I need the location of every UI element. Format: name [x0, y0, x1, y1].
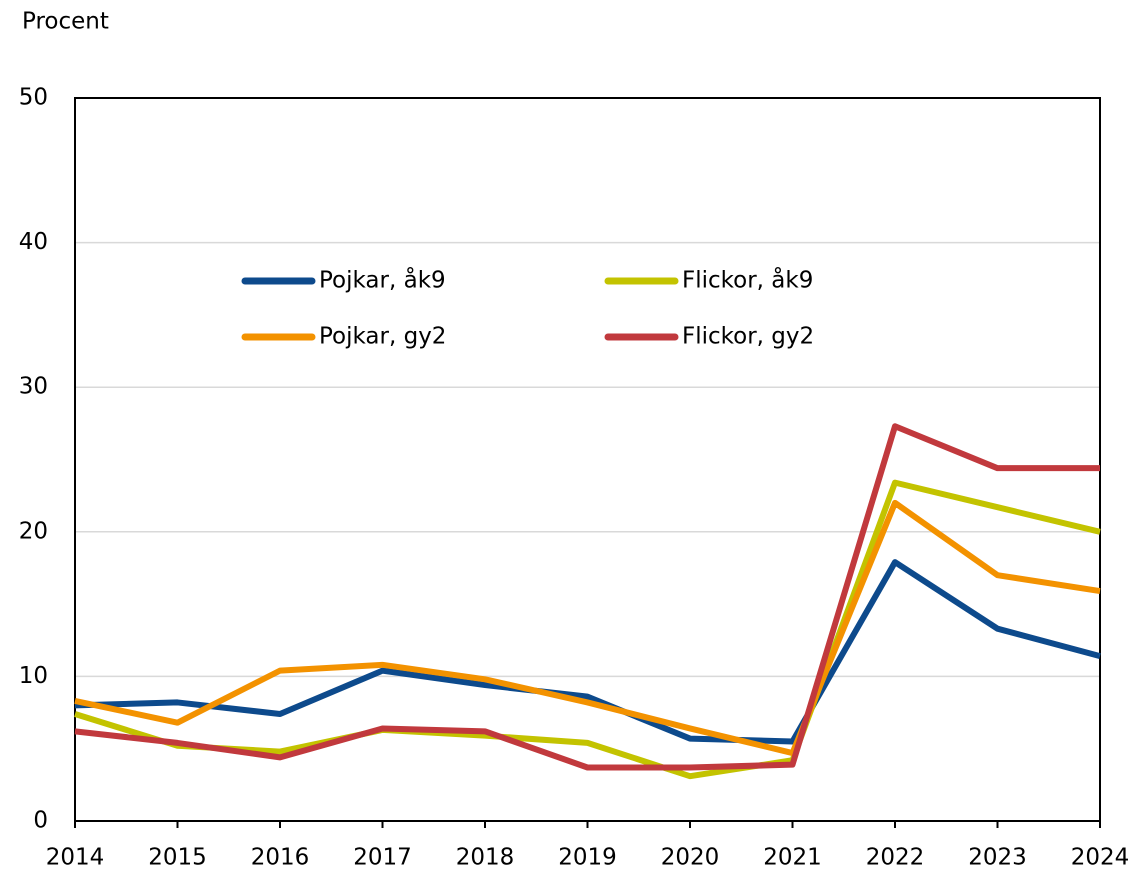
y-tick-label: 20	[19, 518, 48, 544]
legend-label: Flickor, åk9	[682, 266, 813, 294]
x-tick-label: 2018	[456, 845, 515, 871]
series-line	[74, 423, 1100, 771]
y-tick-label: 0	[33, 808, 48, 834]
x-tick-label: 2022	[866, 845, 925, 871]
x-tick-label: 2024	[1071, 845, 1130, 871]
x-tick-label: 2016	[251, 845, 310, 871]
series-line	[74, 479, 1101, 780]
series-line	[74, 499, 1101, 757]
y-tick-label: 50	[19, 85, 48, 111]
x-tick-label: 2015	[148, 845, 207, 871]
x-tick-label: 2020	[661, 845, 720, 871]
legend-label: Flickor, gy2	[682, 324, 814, 350]
legend-label: Pojkar, gy2	[319, 324, 446, 350]
plot-frame	[74, 97, 1101, 822]
x-tick-label: 2014	[46, 845, 105, 871]
x-tick-label: 2023	[968, 845, 1027, 871]
x-tick-label: 2021	[763, 845, 822, 871]
y-axis-label: Procent	[22, 9, 109, 35]
x-tick-label: 2019	[558, 845, 617, 871]
legend-label: Pojkar, åk9	[319, 266, 446, 294]
y-tick-label: 30	[19, 374, 48, 400]
y-tick-label: 10	[19, 663, 48, 689]
series-line	[74, 559, 1101, 745]
y-tick-label: 40	[19, 229, 48, 255]
x-tick-label: 2017	[353, 845, 412, 871]
